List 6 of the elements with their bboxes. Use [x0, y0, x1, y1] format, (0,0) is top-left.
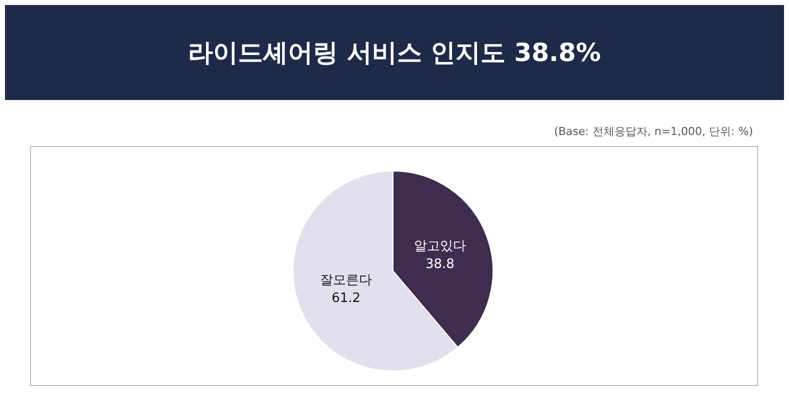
slice-label: 잘모른다 — [320, 273, 372, 288]
slice-label: 알고있다 — [414, 238, 466, 254]
data-label: 38.8 — [425, 256, 454, 272]
text: (Base: 전체응답자, n=1,000, 단위: %) — [554, 124, 753, 139]
chart-title: 라이드셰어링 서비스 인지도 38.8% — [5, 5, 784, 100]
data-label: 61.2 — [332, 291, 361, 306]
